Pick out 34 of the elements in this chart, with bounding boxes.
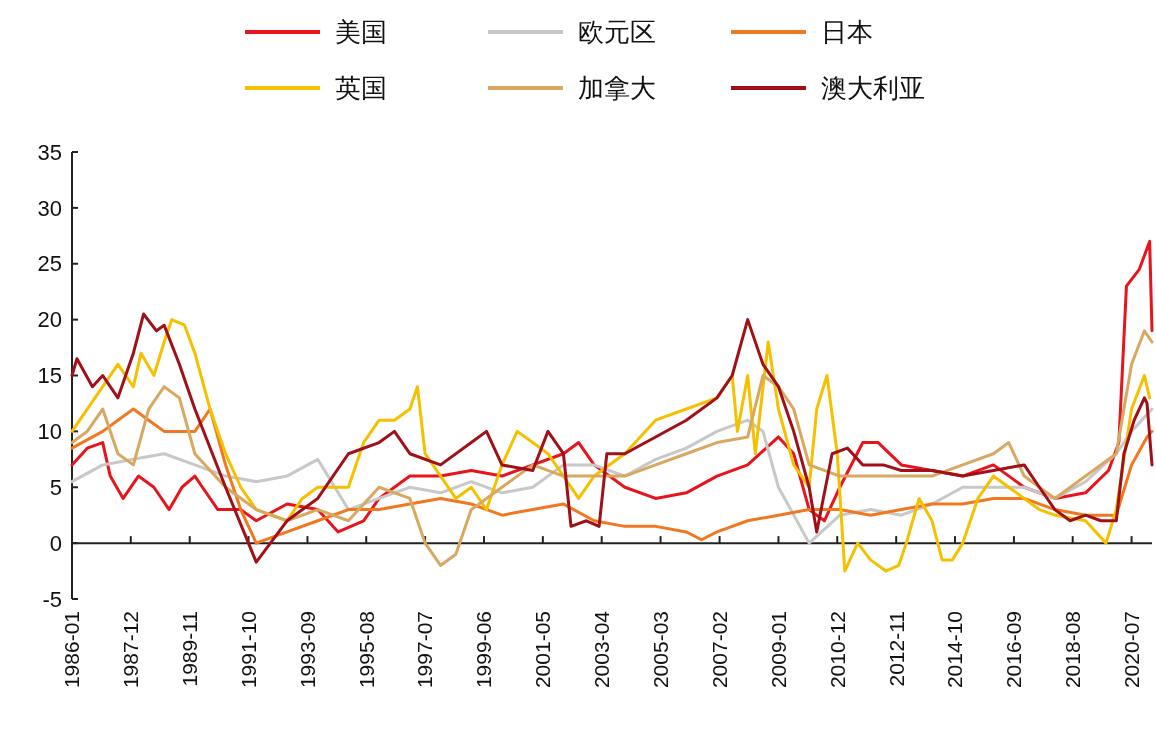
legend-label: 欧元区 xyxy=(578,17,656,48)
x-tick-label: 1987-12 xyxy=(119,611,143,689)
y-tick-label: 20 xyxy=(37,307,62,333)
y-tick-label: 10 xyxy=(37,419,62,445)
x-tick-label: 2018-08 xyxy=(1061,611,1085,689)
x-tick-label: 1993-09 xyxy=(295,611,319,689)
x-tick-label: 1995-08 xyxy=(354,611,378,689)
legend-label: 美国 xyxy=(335,17,387,48)
x-tick-label: 1997-07 xyxy=(413,611,437,689)
y-tick-label: 15 xyxy=(37,363,62,389)
x-tick-label: 1991-10 xyxy=(236,611,260,689)
legend-label: 英国 xyxy=(335,73,387,104)
x-tick-label: 1989-11 xyxy=(178,611,202,687)
x-tick-label: 2014-10 xyxy=(943,611,967,689)
x-tick-label: 2020-07 xyxy=(1119,611,1143,689)
x-tick-label: 2016-09 xyxy=(1002,611,1026,689)
legend-label: 澳大利亚 xyxy=(821,73,925,104)
legend-label: 日本 xyxy=(821,17,873,48)
y-tick-label: -5 xyxy=(42,586,62,612)
legend-label: 加拿大 xyxy=(578,73,656,104)
x-tick-label: 2012-11 xyxy=(884,611,908,687)
x-tick-label: 2001-05 xyxy=(531,611,555,689)
x-tick-label: 2007-02 xyxy=(707,611,731,689)
x-tick-label: 1986-01 xyxy=(60,611,84,689)
x-tick-label: 2005-03 xyxy=(648,611,672,689)
x-tick-label: 1999-06 xyxy=(472,611,496,689)
y-tick-label: 5 xyxy=(49,474,62,500)
y-tick-label: 0 xyxy=(49,530,62,556)
x-tick-label: 2010-12 xyxy=(825,611,849,689)
y-tick-label: 25 xyxy=(37,251,62,277)
x-tick-label: 2003-04 xyxy=(590,610,614,689)
y-tick-label: 30 xyxy=(37,195,62,221)
y-tick-label: 35 xyxy=(37,139,62,165)
x-tick-label: 2009-01 xyxy=(766,611,790,689)
